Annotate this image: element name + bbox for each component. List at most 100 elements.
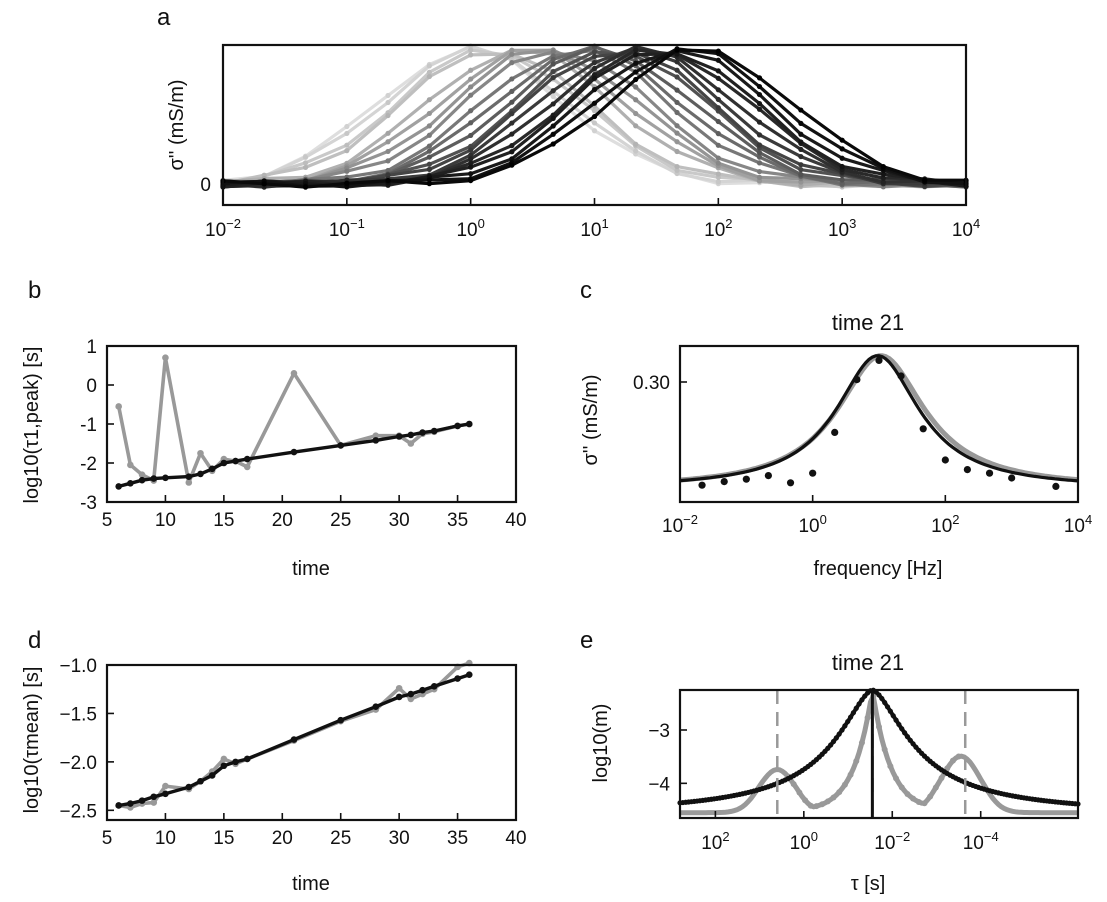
spectrum-point (591, 60, 598, 66)
panel-b-xtick: 20 (272, 510, 293, 531)
series-point-gray (243, 463, 251, 471)
measurement-point (1008, 474, 1016, 482)
spectrum-point (633, 148, 639, 154)
spectrum-point (715, 160, 721, 166)
panel-b-ytick: -1 (80, 415, 97, 436)
spectrum-point (591, 75, 598, 81)
spectrum-point (798, 107, 804, 113)
panel-b-ytick: 1 (86, 337, 97, 358)
spectrum-point (756, 160, 763, 166)
tau-point-gray (932, 784, 939, 791)
spectrum-point (344, 180, 350, 186)
spectrum-point (468, 164, 474, 170)
tau-point-black (856, 701, 862, 707)
spectrum-point (798, 131, 804, 137)
panel-e-xtick: 102 (701, 829, 729, 854)
spectrum-point (385, 130, 391, 136)
tau-point-black (853, 705, 859, 711)
measurement-point (875, 356, 883, 364)
spectrum-point (633, 76, 639, 83)
panel-b-ytick: -2 (80, 454, 97, 475)
spectrum-point (426, 73, 432, 80)
spectrum-point (302, 184, 309, 190)
series-point-black (407, 431, 415, 439)
panel-b-xtick: 35 (447, 510, 468, 531)
panel-d-xtick: 25 (330, 828, 351, 849)
measurement-point (831, 428, 839, 436)
panel-b-xtick: 15 (213, 510, 234, 531)
spectrum-point (261, 181, 267, 187)
tau-point-black (828, 742, 834, 748)
spectrum-point (302, 164, 309, 171)
spectrum-point (839, 163, 845, 170)
spectrum-point (344, 148, 350, 154)
tau-point-gray (910, 795, 917, 802)
measurement-point (786, 479, 795, 487)
measurement-point (853, 376, 861, 384)
spectrum-point (509, 76, 515, 82)
spectrum-point (426, 181, 432, 187)
spectrum-point (756, 142, 763, 148)
series-point-black (395, 433, 403, 440)
spectrum-point (715, 171, 721, 177)
panel-letter-d: d (28, 627, 41, 654)
spectrum-point (839, 137, 845, 143)
spectrum-point (426, 154, 432, 160)
spectrum-point (385, 99, 391, 106)
series-point-black (115, 802, 122, 809)
spectrum-point (633, 110, 639, 117)
spectrum-point (344, 142, 350, 148)
series-point-black (197, 470, 204, 478)
measurement-point (720, 478, 728, 486)
tau-point-black (845, 718, 851, 725)
series-point-black (220, 459, 228, 467)
tau-point-black (833, 735, 839, 741)
spectrum-point (674, 167, 680, 174)
series-point-black (372, 437, 380, 444)
measurement-point (985, 469, 994, 477)
panel-a-ytick: 0 (200, 175, 211, 196)
panel-e-frame (678, 688, 1080, 820)
spectrum-point (468, 147, 474, 153)
panel-letter-c: c (580, 277, 592, 304)
series-point-black (243, 455, 251, 463)
panel-b-ytick: -3 (80, 493, 97, 514)
spectrum-point (633, 52, 639, 58)
tau-point-gray (876, 723, 882, 730)
tau-point-black (876, 692, 882, 698)
panel-d-xtick: 20 (272, 828, 293, 849)
series-point-black (395, 693, 403, 701)
measurement-point (742, 475, 750, 483)
spectrum-point (798, 167, 804, 173)
panel-a-xtick: 102 (704, 216, 732, 241)
tau-point-black (907, 737, 913, 743)
series-point-black (465, 420, 473, 428)
spectrum-point (922, 177, 928, 183)
spectrum-point (509, 51, 515, 57)
series-point-gray (197, 449, 204, 457)
series-point-black (337, 442, 345, 449)
panel-c-plot: 0.30 10−2 100 102 104 (633, 344, 1092, 537)
tau-point-gray (864, 714, 871, 721)
fit-line-gray (679, 353, 1079, 483)
series-point-black (220, 762, 228, 770)
spectrum-point (591, 49, 598, 55)
panel-a-xtick: 101 (580, 216, 608, 241)
spectrum-point (798, 146, 804, 153)
series-point-black (337, 716, 345, 724)
spectrum-point (302, 160, 309, 166)
spectrum-point (426, 143, 432, 149)
panel-letter-b: b (28, 277, 41, 304)
series-point-black (185, 473, 193, 480)
spectrum-point (550, 141, 556, 147)
series-point-gray (115, 403, 122, 410)
series-point-gray (162, 782, 169, 790)
spectrum-point (798, 162, 804, 168)
tau-point-gray (802, 797, 809, 804)
spectrum-point (715, 118, 721, 125)
spectrum-point (426, 132, 432, 138)
spectrum-point (715, 131, 721, 137)
spectrum-point (715, 179, 721, 185)
spectrum-point (550, 74, 556, 81)
